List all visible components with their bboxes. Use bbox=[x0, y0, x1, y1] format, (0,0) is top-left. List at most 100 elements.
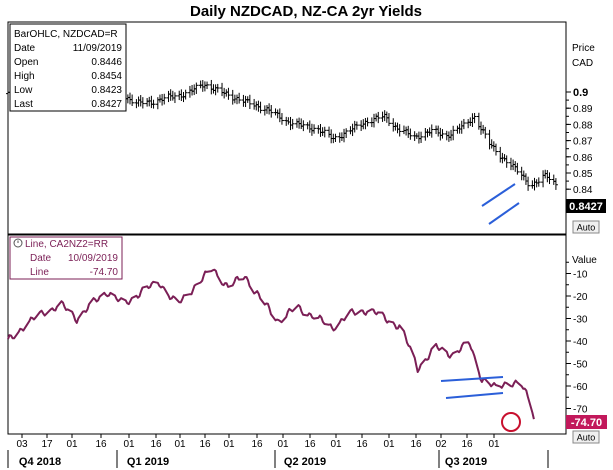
channel-upper-line bbox=[481, 183, 516, 207]
ohlc-bar bbox=[365, 117, 370, 127]
upper-auto-button[interactable] bbox=[572, 220, 600, 234]
svg-text:0.89: 0.89 bbox=[573, 104, 593, 115]
lower-y-tick: -10 bbox=[566, 270, 588, 281]
upper-y-tick: 0.88 bbox=[566, 120, 593, 131]
ohlc-bar bbox=[279, 113, 284, 125]
svg-text:-40: -40 bbox=[573, 337, 588, 348]
lower-legend: Line, CA2NZ2=RR Date 10/09/2019 Line -74… bbox=[9, 236, 123, 280]
ohlc-bar bbox=[194, 82, 199, 94]
ohlc-bar bbox=[322, 126, 327, 138]
svg-text:-10: -10 bbox=[573, 270, 588, 281]
lower-legend-header: Line, CA2NZ2=RR bbox=[25, 239, 108, 250]
x-quarter-label: Q1 2019 bbox=[116, 450, 169, 468]
range-lower-line bbox=[445, 392, 504, 399]
ohlc-bar bbox=[440, 129, 445, 139]
ohlc-bar bbox=[536, 177, 541, 187]
ohlc-bar bbox=[451, 125, 456, 141]
svg-text:0.88: 0.88 bbox=[573, 120, 593, 131]
lower-y-tick: -40 bbox=[566, 337, 588, 348]
ohlc-bar bbox=[483, 126, 488, 139]
lower-last-tag bbox=[566, 415, 607, 429]
upper-y-tick: 0.84 bbox=[566, 185, 593, 196]
x-day-tick: 16 bbox=[356, 434, 368, 450]
ohlc-bar bbox=[183, 89, 188, 100]
svg-text:01: 01 bbox=[174, 439, 186, 450]
svg-text:Q2 2019: Q2 2019 bbox=[284, 456, 326, 468]
upper-legend-last-value: 0.8427 bbox=[91, 99, 122, 110]
lower-legend-line-value: -74.70 bbox=[90, 267, 119, 278]
lower-y-tick: -50 bbox=[566, 360, 588, 371]
svg-text:01: 01 bbox=[123, 439, 135, 450]
svg-text:01: 01 bbox=[223, 439, 235, 450]
x-quarter-label: Q3 2019 bbox=[438, 450, 487, 468]
upper-legend-open-value: 0.8446 bbox=[91, 57, 122, 68]
upper-legend-date-label: Date bbox=[14, 43, 36, 54]
upper-y-tick: 0.87 bbox=[566, 137, 593, 148]
svg-text:16: 16 bbox=[304, 439, 316, 450]
upper-legend-box bbox=[9, 23, 127, 112]
ohlc-bar bbox=[547, 172, 552, 185]
upper-y-tick: 0.86 bbox=[566, 153, 593, 164]
lower-legend-date-label: Date bbox=[30, 253, 52, 264]
x-day-tick: 16 bbox=[410, 434, 422, 450]
x-day-tick: 16 bbox=[95, 434, 107, 450]
svg-text:03: 03 bbox=[16, 439, 28, 450]
upper-legend-header: BarOHLC, NZDCAD=R bbox=[14, 29, 118, 40]
yield-spread-line bbox=[7, 268, 535, 420]
x-day-tick: 01 bbox=[123, 434, 135, 450]
svg-text:02: 02 bbox=[435, 439, 447, 450]
svg-text:01: 01 bbox=[488, 439, 500, 450]
upper-axis-title-cad: CAD bbox=[572, 58, 593, 69]
channel-lower-line bbox=[488, 202, 520, 225]
x-day-tick: 02 bbox=[435, 434, 447, 450]
ohlc-bar bbox=[130, 94, 135, 107]
ohlc-bar bbox=[553, 178, 558, 190]
ohlc-bar bbox=[419, 131, 424, 143]
x-day-tick: 01 bbox=[174, 434, 186, 450]
lower-legend-date-value: 10/09/2019 bbox=[68, 253, 118, 264]
upper-legend: BarOHLC, NZDCAD=R Date 11/09/2019 Open 0… bbox=[9, 23, 127, 112]
lower-axis-title: Value bbox=[572, 255, 597, 266]
x-day-tick: 16 bbox=[461, 434, 473, 450]
svg-text:-70: -70 bbox=[573, 405, 588, 416]
lower-legend-line-label: Line bbox=[30, 267, 49, 278]
upper-legend-last-label: Last bbox=[14, 99, 33, 110]
svg-text:0.85: 0.85 bbox=[573, 169, 593, 180]
svg-text:-30: -30 bbox=[573, 315, 588, 326]
x-day-tick: 01 bbox=[330, 434, 342, 450]
ohlc-bar bbox=[472, 112, 477, 124]
x-day-tick: 01 bbox=[488, 434, 500, 450]
ohlc-bar bbox=[376, 111, 381, 124]
ohlc-bar bbox=[333, 133, 338, 143]
x-day-tick: 16 bbox=[251, 434, 263, 450]
x-quarter-label: Q4 2018 bbox=[7, 450, 61, 468]
svg-text:16: 16 bbox=[251, 439, 263, 450]
svg-text:16: 16 bbox=[150, 439, 162, 450]
svg-text:-60: -60 bbox=[573, 382, 588, 393]
upper-auto-button-label: Auto bbox=[577, 223, 596, 233]
svg-text:0.9: 0.9 bbox=[573, 87, 588, 99]
lower-auto-button-label: Auto bbox=[577, 433, 596, 443]
x-axis: 03 17 01 16 01 16 01 16 01 16 01 16 01 16 01 16 02 16 01 Q4… bbox=[7, 433, 566, 468]
ohlc-bar bbox=[151, 99, 156, 109]
ohlc-bar bbox=[397, 124, 402, 137]
lower-y-tick: -20 bbox=[566, 292, 588, 303]
lower-y-tick: -70 bbox=[566, 405, 588, 416]
ohlc-bar bbox=[386, 113, 391, 127]
lower-last-tag-text: -74.70 bbox=[571, 417, 602, 429]
upper-legend-date-value: 11/09/2019 bbox=[73, 43, 123, 54]
svg-text:16: 16 bbox=[461, 439, 473, 450]
upper-y-tick: 0.9 bbox=[566, 87, 588, 99]
lower-auto-button[interactable] bbox=[572, 430, 600, 444]
upper-legend-low-label: Low bbox=[14, 85, 33, 96]
svg-text:01: 01 bbox=[383, 439, 395, 450]
svg-text:0.87: 0.87 bbox=[573, 137, 593, 148]
svg-text:-50: -50 bbox=[573, 360, 588, 371]
x-day-tick: 01 bbox=[383, 434, 395, 450]
upper-legend-open-label: Open bbox=[14, 57, 38, 68]
svg-text:16: 16 bbox=[199, 439, 211, 450]
svg-text:01: 01 bbox=[66, 439, 78, 450]
ohlc-bar bbox=[408, 128, 413, 140]
svg-text:17: 17 bbox=[41, 439, 53, 450]
